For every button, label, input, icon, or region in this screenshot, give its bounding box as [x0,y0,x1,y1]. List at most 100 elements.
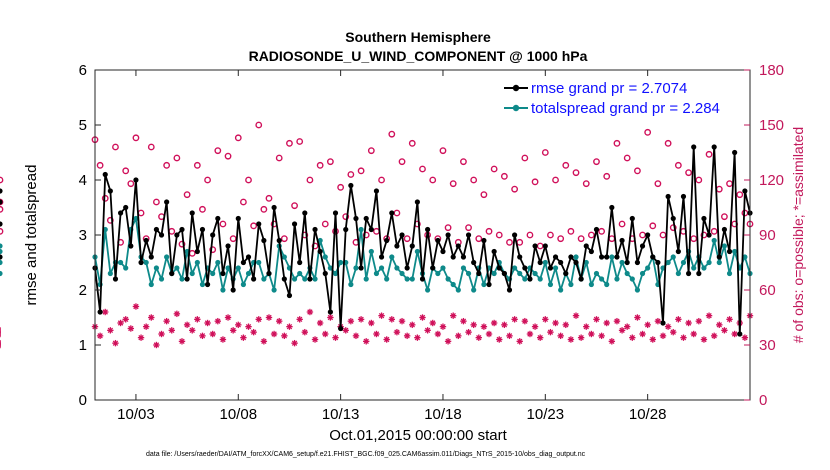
possible-obs-point [618,220,626,228]
possible-obs-point [726,180,733,188]
rmse-point [220,270,226,277]
assimilated-obs-point [690,330,697,338]
totalspread-point [0,243,3,249]
totalspread-point [465,270,472,277]
x-tick-label: 10/23 [527,406,565,423]
rmse-point [445,232,451,238]
totalspread-point [691,265,697,271]
rmse-point [716,254,722,260]
rmse-point [685,270,692,277]
rmse-point [358,265,364,271]
rmse-point [112,276,119,282]
rmse-point [706,232,712,238]
possible-obs-point [147,143,155,151]
possible-obs-point [112,143,119,151]
asterisk-stroke [742,334,748,341]
asterisk-stroke [368,320,375,326]
assimilated-obs-point [572,312,580,319]
assimilated-obs-point [368,319,375,327]
assimilated-obs-point [501,321,508,329]
totalspread-point [317,237,323,244]
totalspread-point [373,270,380,277]
assimilated-obs-point [96,332,104,340]
totalspread-point [425,287,431,293]
assimilated-obs-point [199,332,206,340]
rmse-point [629,215,635,222]
asterisk-stroke [450,312,456,319]
possible-obs-point [403,235,411,243]
rmse-point [297,259,303,266]
assimilated-obs-point [409,321,416,329]
totalspread-point [634,287,641,293]
y2-tick-label: 90 [759,227,776,244]
assimilated-obs-point [260,338,268,345]
asterisk-stroke [424,327,431,334]
possible-obs-point [265,194,273,202]
asterisk-stroke [389,316,395,323]
possible-obs-point [209,246,217,254]
totalspread-point [174,265,180,271]
rmse-point [128,243,134,249]
totalspread-point [558,287,564,293]
asterisk-stroke [199,333,206,339]
asterisk-stroke [291,340,298,346]
rmse-point [271,204,277,211]
possible-obs-point [286,139,293,147]
possible-obs-point [460,158,467,166]
assimilated-obs-point [189,327,196,334]
asterisk-stroke [517,338,523,345]
totalspread-point [670,254,676,260]
rmse-point [169,270,175,277]
possible-obs-point [429,176,437,184]
totalspread-point [0,259,3,266]
assimilated-obs-point [332,334,339,341]
y-tick-label: 3 [79,227,87,244]
chart-subtitle: RADIOSONDE_U_WIND_COMPONENT @ 1000 hPa [249,48,588,64]
rmse-point [465,232,472,238]
assimilated-obs-point [577,334,585,341]
possible-obs-point [275,154,283,162]
totalspread-point [481,281,487,288]
totalspread-point [588,281,594,288]
rmse-point [363,215,369,222]
x-axis-label: Oct.01,2015 00:00:00 start [329,427,507,444]
asterisk-stroke [312,336,318,343]
possible-obs-point [685,169,692,177]
totalspread-point [327,265,333,271]
assimilated-obs-point [695,317,703,325]
totalspread-point [0,270,3,277]
plot-frame [94,69,751,401]
totalspread-point [732,248,738,255]
rmse-point [384,237,390,244]
assimilated-obs-point [240,334,247,341]
rmse-point [312,226,318,233]
assimilated-obs-point [214,317,222,325]
legend-label-rmse: rmse grand pr = 2.7074 [531,80,687,97]
assimilated-obs-point [531,323,539,330]
totalspread-point [297,270,303,277]
possible-obs-point [639,231,646,239]
asterisk-stroke [609,338,615,345]
assimilated-obs-point [731,330,738,338]
asterisk-stroke [706,312,712,319]
assimilated-obs-point [460,317,467,325]
assimilated-obs-point [363,338,370,345]
asterisk-stroke [629,334,636,341]
rmse-point [696,270,702,277]
possible-obs-point [644,128,652,136]
assimilated-obs-point [373,330,380,338]
possible-obs-point [260,205,268,213]
rmse-point [675,248,681,255]
assimilated-obs-point [347,317,355,325]
assimilated-obs-point [163,317,170,325]
assimilated-obs-point [485,330,493,338]
totalspread-point [614,276,620,282]
assimilated-obs-point [153,341,160,349]
assimilated-obs-point [265,314,273,321]
asterisk-stroke [235,322,241,328]
rmse-point [450,254,456,260]
possible-obs-point [296,138,304,145]
totalspread-point [675,270,681,277]
asterisk-stroke [302,329,308,335]
